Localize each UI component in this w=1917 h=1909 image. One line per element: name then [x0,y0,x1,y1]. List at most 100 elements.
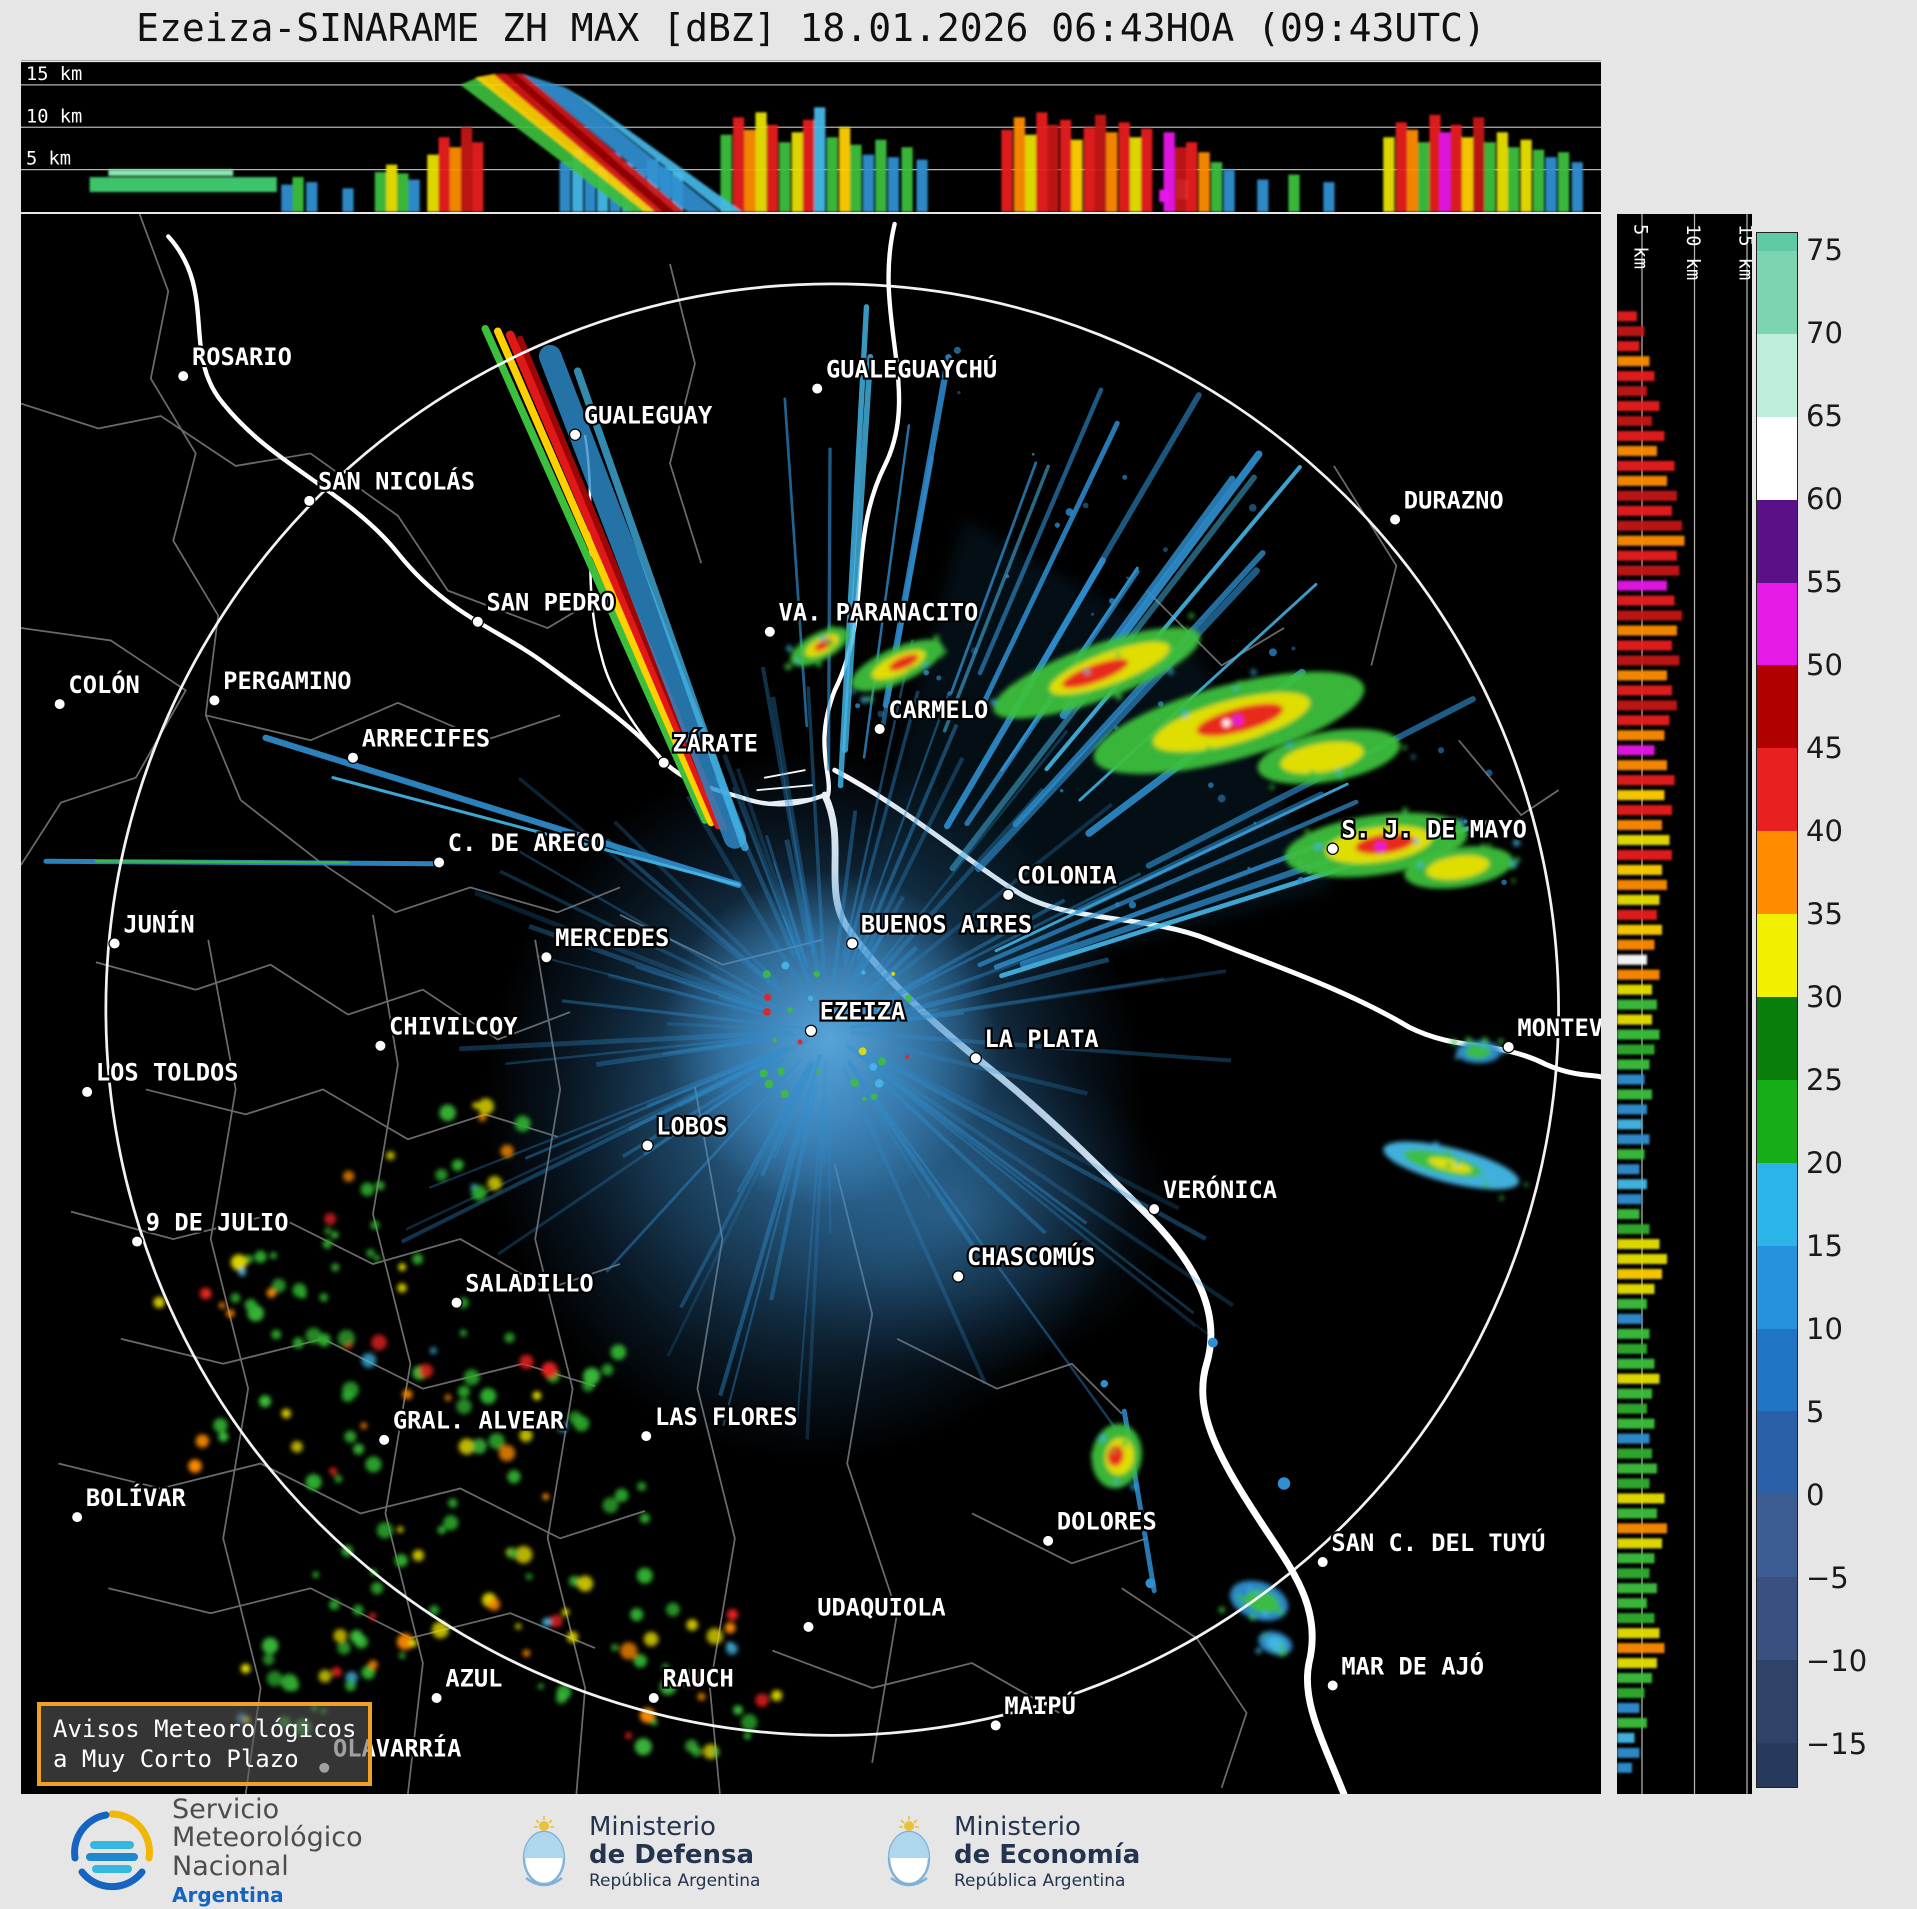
smn-logo-block: Servicio Meteorológico Nacional Argentin… [68,1794,363,1909]
city-label-vero-nica: VERÓNICA [1163,1176,1277,1204]
colorbar-label: −15 [1806,1727,1868,1761]
colorbar-label: −10 [1806,1644,1868,1678]
city-marker-gualeguaychu-: GUALEGUAYCHÚ [811,353,999,395]
city-marker-udaquiola: UDAQUIOLA [802,1591,948,1634]
city-marker-pergamino: PERGAMINO [208,665,354,707]
footer-logos: Servicio Meteorológico Nacional Argentin… [0,1794,1917,1909]
city-marker-carmelo: CARMELO [873,694,990,736]
smn-country-label: Argentina [172,1882,284,1907]
colorbar-segment [1757,1245,1797,1329]
city-label-durazno: DURAZNO [1404,486,1504,514]
city-label-gualeguay: GUALEGUAY [584,402,713,430]
right-height-label: 15 km [1734,224,1752,280]
city-marker-los-toldos: LOS TOLDOS [80,1057,241,1099]
right-profile-echoes [1617,311,1685,1773]
colorbar-label: 40 [1806,814,1843,848]
city-marker-las-flores: LAS FLORES [640,1401,800,1443]
city-marker-c-de-areco: C. DE ARECO [432,827,607,869]
top-cross-section-canvas: 15 km 10 km 5 km [21,60,1601,212]
radar-map-canvas: ROSARIO GUALEGUAYCHÚ GUALEGUAY SAN NICOLÁS D… [21,214,1601,1794]
city-label-san-pedro: SAN PEDRO [487,589,615,617]
city-marker-s-j-de-mayo: S. J. DE MAYO [1326,813,1529,855]
warnings-line-2: a Muy Corto Plazo [53,1745,299,1773]
colorbar-label: 10 [1806,1312,1843,1346]
radar-echoes-layer [43,304,1529,1760]
economia-line1: Ministerio [954,1811,1081,1842]
city-marker-montevideo: MONTEVIDEO [1502,1012,1601,1054]
top-profile-echoes [89,73,1583,212]
colorbar-label: 60 [1806,482,1843,516]
city-label-colo-n: COLÓN [68,671,139,699]
city-marker-va-paranacito: VA. PARANACITO [763,596,980,638]
colorbar-label: 45 [1806,731,1843,765]
city-label-chascomu-s: CHASCOMÚS [967,1243,1095,1271]
sw-convective-field [153,1098,783,1760]
smn-name-line3: Nacional [172,1850,289,1882]
city-label-va-paranacito: VA. PARANACITO [779,599,979,627]
defensa-coat-of-arms-icon [522,1815,566,1886]
economia-coat-of-arms-icon [887,1815,931,1886]
storm-cell [1255,1631,1293,1657]
smn-name-line1: Servicio [172,1794,280,1826]
colorbar-segment [1757,748,1797,832]
colorbar-segment [1757,914,1797,997]
right-height-label: 10 km [1682,224,1703,280]
storm-cell [1093,669,1365,774]
city-marker-colonia: COLONIA [1001,859,1119,902]
city-marker-maipu-: MAIPÚ [989,1690,1078,1732]
storm-cell [1090,1423,1142,1491]
colorbar-label: 20 [1806,1146,1843,1180]
city-marker-gualeguay: GUALEGUAY [568,399,715,441]
city-label-gualeguaychu-: GUALEGUAYCHÚ [826,355,997,383]
right-cross-section-canvas: 5 km 10 km 15 km [1617,214,1752,1794]
top-height-label: 10 km [26,106,82,127]
city-marker-lobos: LOBOS [641,1110,730,1152]
city-label-colonia: COLONIA [1017,862,1117,890]
storm-cell [850,634,947,704]
city-label-montevideo: MONTEVIDEO [1517,1014,1601,1042]
vertical-cross-section-right: 5 km 10 km 15 km [1617,214,1752,1794]
city-marker-la-plata: LA PLATA [969,1023,1101,1065]
colorbar-segment [1757,997,1797,1080]
storm-cell [1383,1141,1529,1201]
defensa-line2: de Defensa [589,1839,754,1870]
city-label-juni-n: JUNÍN [123,910,194,938]
colorbar-segment [1757,250,1797,334]
warnings-overlay-box[interactable]: Avisos Meteorológicos a Muy Corto Plazo [37,1702,373,1786]
storm-cell [1257,728,1416,790]
colorbar-segment [1757,1577,1797,1661]
colorbar-segment [1757,1162,1797,1246]
city-label-carmelo: CARMELO [888,696,988,724]
colorbar-segment-bottom [1757,1743,1797,1787]
city-marker-mercedes: MERCEDES [540,922,671,964]
city-label-san-c-del-tuyu-: SAN C. DEL TUYÚ [1331,1529,1545,1557]
city-marker-chascomu-s: CHASCOMÚS [952,1241,1098,1283]
city-label-mar-de-ajo-: MAR DE AJÓ [1341,1652,1484,1680]
colorbar-label: 50 [1806,648,1843,682]
city-label-pergamino: PERGAMINO [223,667,351,695]
economia-logo-block: Ministerio de Economía República Argenti… [880,1794,1140,1909]
city-markers-layer: ROSARIO GUALEGUAYCHÚ GUALEGUAY SAN NICOLÁS D… [53,341,1601,1775]
colorbar-segment [1757,582,1797,666]
defensa-line3: República Argentina [589,1870,761,1891]
radar-ppi-panel: ROSARIO GUALEGUAYCHÚ GUALEGUAY SAN NICOLÁS D… [21,214,1601,1794]
city-marker-san-nicola-s: SAN NICOLÁS [303,465,477,508]
city-marker-gral-alvear: GRAL. ALVEAR [377,1404,567,1447]
smn-logo-icon [71,1810,153,1890]
city-label-za-rate: ZÁRATE [672,729,758,757]
colorbar-segment [1757,1411,1797,1495]
city-label-arrecifes: ARRECIFES [362,724,490,752]
storm-cell [1218,1580,1289,1621]
city-marker-durazno: DURAZNO [1388,484,1506,526]
top-height-label: 5 km [26,149,71,170]
defensa-logo-block: Ministerio de Defensa República Argentin… [515,1794,760,1909]
right-height-label: 5 km [1629,224,1650,269]
city-label-azul: AZUL [445,1665,502,1693]
colorbar-label: 55 [1806,565,1843,599]
colorbar-label: 0 [1806,1478,1825,1512]
reflectivity-colorbar [1756,232,1798,1788]
city-label-maipu-: MAIPÚ [1004,1692,1075,1720]
colorbar-label: 70 [1806,316,1843,350]
city-marker-ezeiza: EZEIZA [804,995,908,1038]
city-marker-san-c-del-tuyu-: SAN C. DEL TUYÚ [1316,1527,1548,1569]
